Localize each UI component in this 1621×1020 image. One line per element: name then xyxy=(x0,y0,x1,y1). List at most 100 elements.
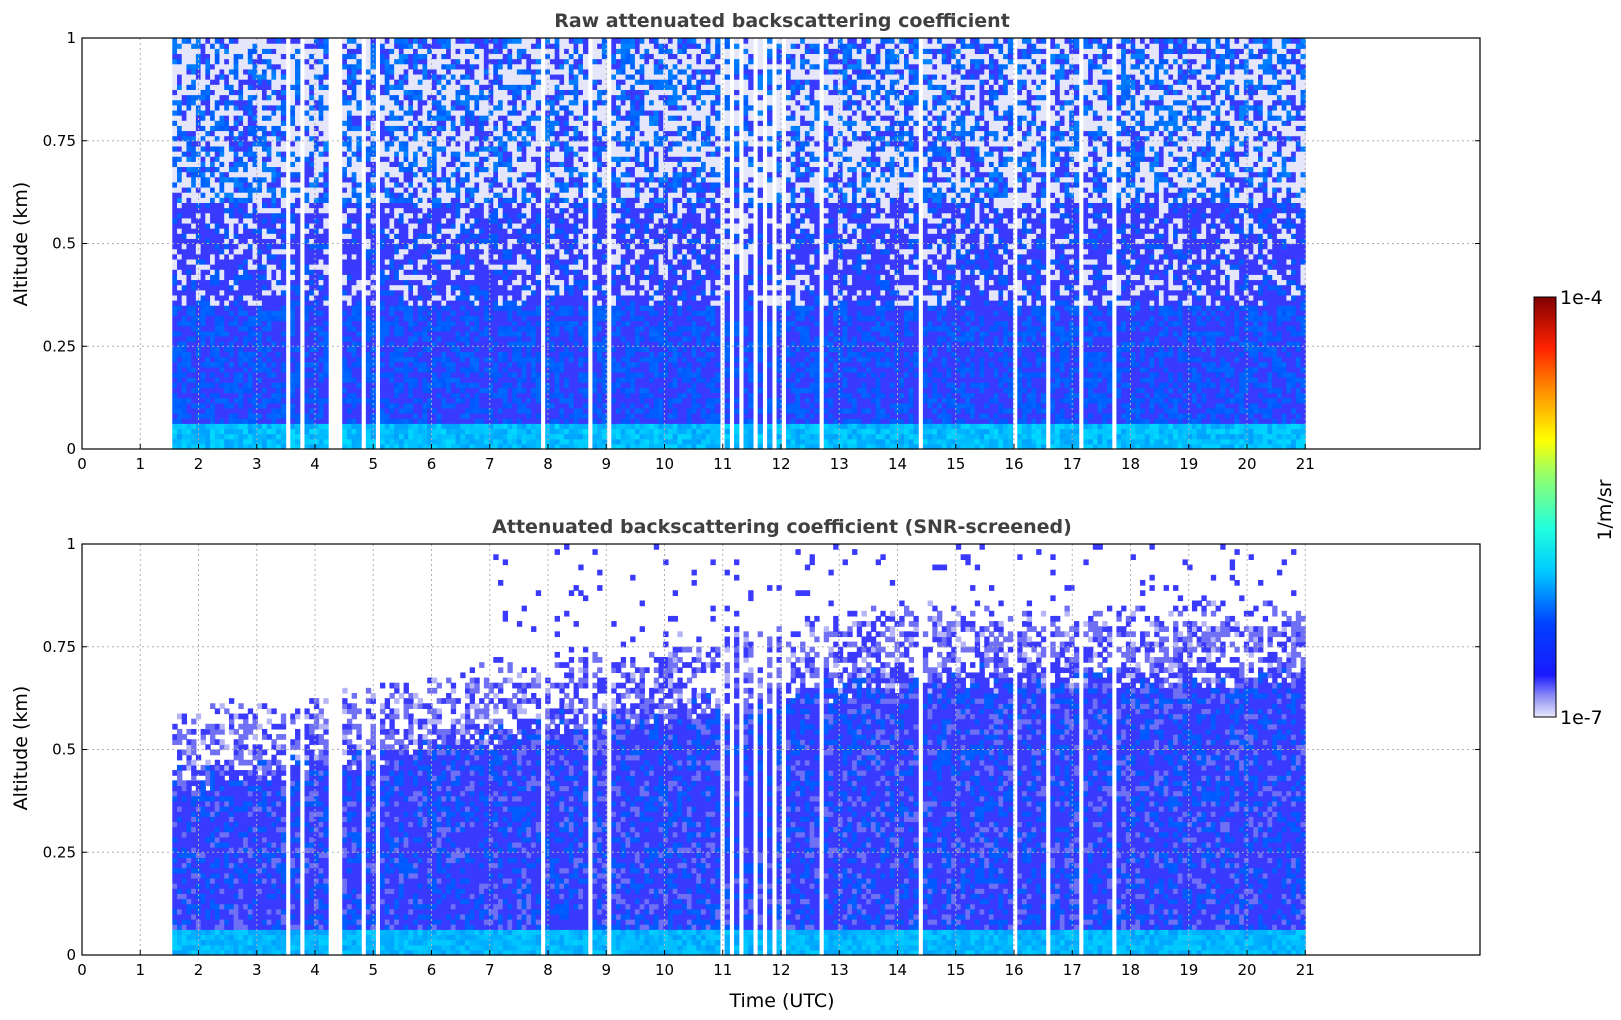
heatmap-cell xyxy=(464,238,471,245)
heatmap-cell xyxy=(177,243,183,250)
heatmap-cell xyxy=(431,120,438,126)
heatmap-cell xyxy=(384,330,391,337)
heatmap-cell xyxy=(177,151,183,157)
heatmap-cell xyxy=(403,212,409,219)
heatmap-cell xyxy=(450,202,457,209)
heatmap-cell xyxy=(318,197,324,203)
heatmap-cell xyxy=(417,166,424,173)
heatmap-cell xyxy=(446,407,452,414)
heatmap-cell xyxy=(469,43,476,49)
heatmap-cell xyxy=(380,79,386,85)
heatmap-cell xyxy=(464,438,471,445)
heatmap-cell xyxy=(186,217,192,224)
heatmap-cell xyxy=(280,53,287,60)
heatmap-cell xyxy=(261,156,268,162)
heatmap-cell xyxy=(460,84,466,90)
heatmap-cell xyxy=(408,413,414,419)
heatmap-cell xyxy=(313,99,320,106)
heatmap-cell xyxy=(351,94,357,101)
heatmap-cell xyxy=(464,166,471,173)
heatmap-cell xyxy=(474,222,480,229)
heatmap-cell xyxy=(276,284,282,291)
heatmap-cell xyxy=(346,269,353,275)
heatmap-cell xyxy=(243,382,249,388)
heatmap-cell xyxy=(351,79,357,85)
heatmap-cell xyxy=(446,94,452,101)
heatmap-cell xyxy=(422,109,428,116)
heatmap-cell xyxy=(427,413,433,419)
heatmap-cell xyxy=(436,274,442,281)
heatmap-cell xyxy=(177,300,183,306)
heatmap-cell xyxy=(247,269,254,275)
heatmap-cell xyxy=(389,181,395,188)
heatmap-cell xyxy=(280,387,287,394)
heatmap-cell xyxy=(474,120,480,126)
heatmap-cell xyxy=(205,73,211,80)
heatmap-cell xyxy=(389,156,395,162)
heatmap-cell xyxy=(436,392,442,399)
heatmap-cell xyxy=(469,443,476,450)
heatmap-cell xyxy=(483,284,490,291)
heatmap-cell xyxy=(172,443,178,450)
heatmap-cell xyxy=(247,120,254,126)
heatmap-cell xyxy=(370,79,376,85)
heatmap-cell xyxy=(380,171,386,178)
heatmap-cell xyxy=(205,53,211,60)
heatmap-cell xyxy=(191,79,197,85)
heatmap-cell xyxy=(205,258,211,265)
heatmap-cell xyxy=(271,68,277,75)
heatmap-cell xyxy=(304,305,310,311)
heatmap-cell xyxy=(309,104,315,111)
heatmap-cell xyxy=(417,305,424,311)
heatmap-cell xyxy=(394,161,400,168)
heatmap-cell xyxy=(304,135,310,142)
heatmap-cell xyxy=(276,438,282,445)
heatmap-cell xyxy=(238,361,244,368)
heatmap-cell xyxy=(422,351,428,358)
heatmap-cell xyxy=(290,53,296,60)
heatmap-cell xyxy=(266,94,273,101)
heatmap-cell xyxy=(205,274,211,281)
heatmap-cell xyxy=(370,115,376,121)
heatmap-cell xyxy=(191,294,197,301)
heatmap-cell xyxy=(210,438,216,445)
heatmap-cell xyxy=(464,428,471,435)
heatmap-cell xyxy=(398,48,405,55)
heatmap-cell xyxy=(271,248,277,255)
heatmap-cell xyxy=(172,58,178,65)
heatmap-cell xyxy=(219,135,225,142)
heatmap-cell xyxy=(228,300,235,306)
heatmap-cell xyxy=(257,279,263,286)
heatmap-cell xyxy=(483,330,490,337)
heatmap-cell xyxy=(313,63,320,70)
heatmap-cell xyxy=(276,423,282,430)
heatmap-cell xyxy=(417,207,424,214)
heatmap-cell xyxy=(238,443,244,450)
heatmap-cell xyxy=(394,151,400,157)
heatmap-cell xyxy=(243,397,249,404)
heatmap-cell xyxy=(417,382,424,388)
heatmap-cell xyxy=(280,274,287,281)
heatmap-cell xyxy=(394,294,400,301)
heatmap-cell xyxy=(493,289,499,296)
heatmap-cell xyxy=(351,68,357,75)
heatmap-cell xyxy=(460,284,466,291)
heatmap-cell xyxy=(479,73,485,80)
heatmap-cell xyxy=(469,253,476,260)
heatmap-cell xyxy=(271,176,277,183)
heatmap-cell xyxy=(271,109,277,116)
heatmap-cell xyxy=(224,176,230,183)
heatmap-cell xyxy=(417,217,424,224)
heatmap-cell xyxy=(247,156,254,162)
heatmap-cell xyxy=(398,161,405,168)
heatmap-cell xyxy=(413,315,419,322)
heatmap-cell xyxy=(483,402,490,409)
heatmap-cell xyxy=(243,181,249,188)
heatmap-cell xyxy=(417,63,424,70)
heatmap-cell xyxy=(413,63,419,70)
heatmap-cell xyxy=(257,94,263,101)
heatmap-cell xyxy=(398,274,405,281)
heatmap-cell xyxy=(261,279,268,286)
heatmap-cell xyxy=(247,181,254,188)
heatmap-cell xyxy=(389,418,395,424)
